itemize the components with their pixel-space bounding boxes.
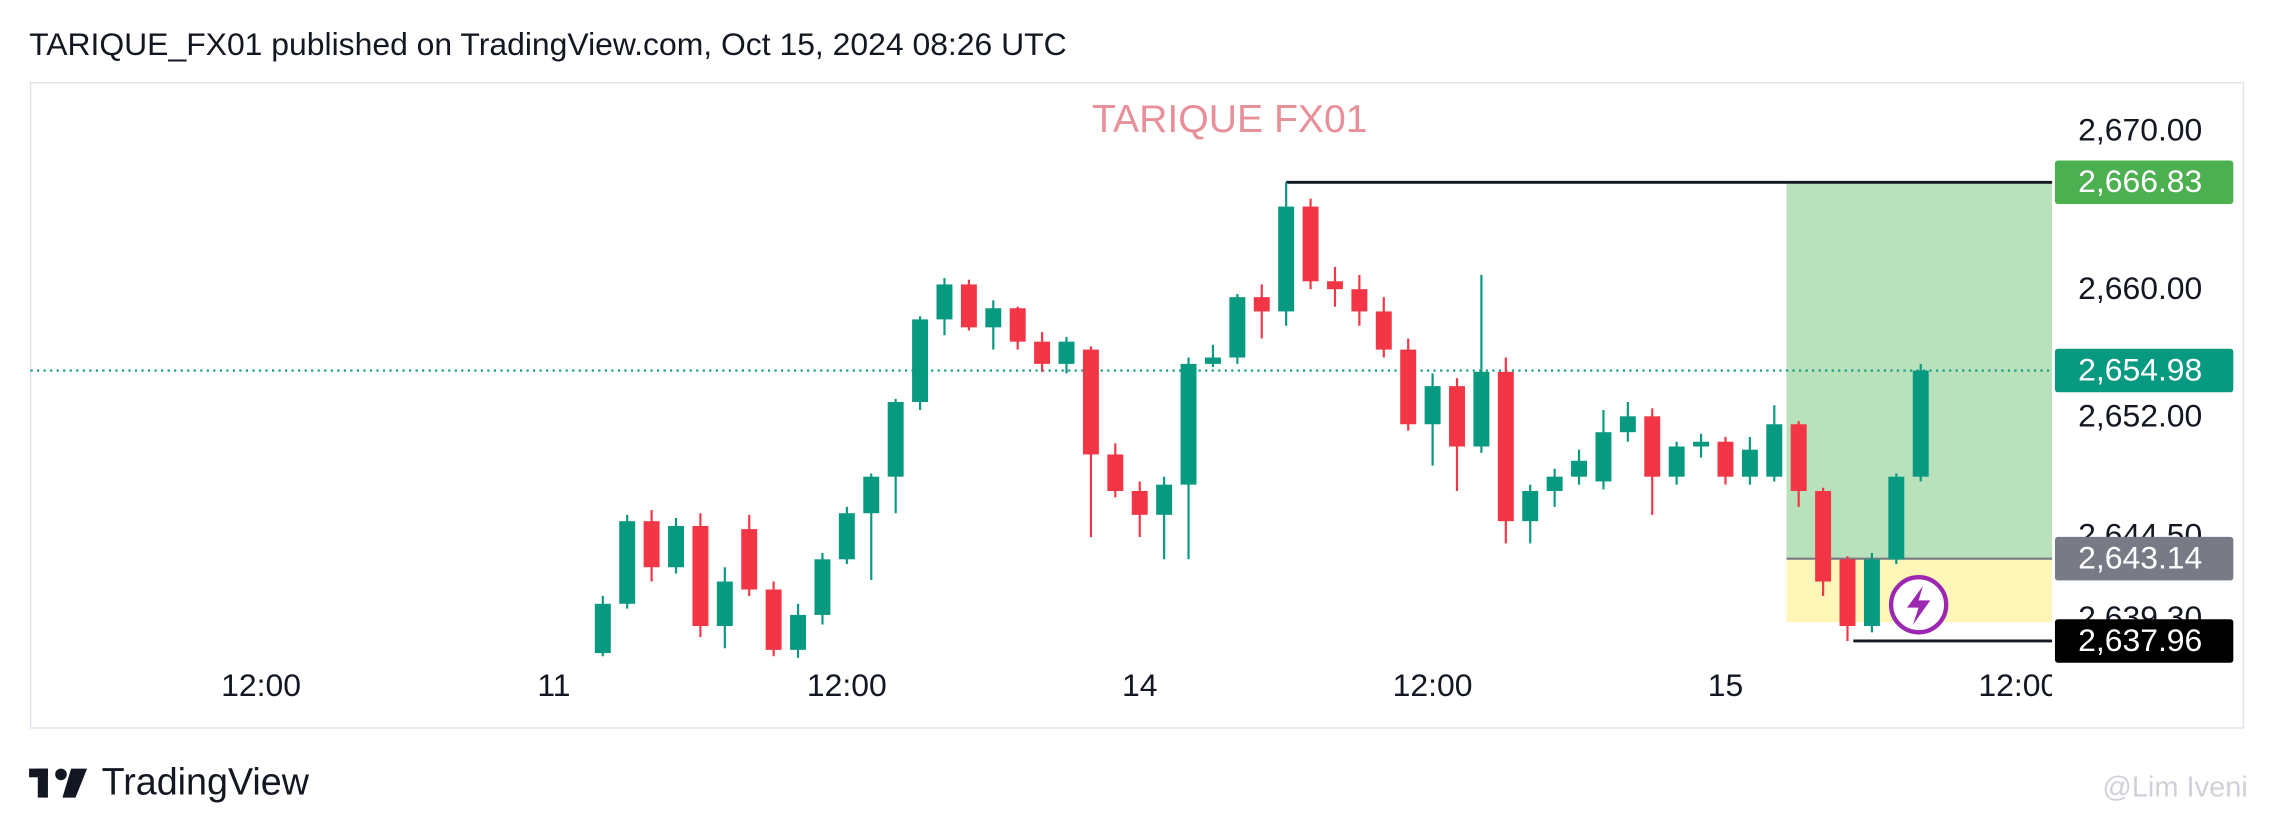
candle-body: [1058, 341, 1075, 364]
candle-body: [838, 513, 855, 560]
y-tick-label: 2,660.00: [2078, 270, 2202, 306]
candle-body: [1668, 446, 1685, 477]
candle-body: [1741, 449, 1758, 477]
candle-body: [1400, 349, 1417, 425]
candle-body: [716, 581, 733, 627]
price-tag-label: 2,643.14: [2078, 540, 2202, 576]
candle-body: [668, 525, 684, 568]
brand-logo: [29, 768, 88, 798]
candle-body: [1546, 476, 1563, 491]
price-tag-label: 2,637.96: [2078, 622, 2202, 658]
candle-body: [1107, 454, 1124, 491]
x-tick-label: 12:00: [1393, 667, 1473, 703]
candle-body: [1815, 490, 1832, 582]
x-axis: 12:00 11 12:00 14 12:00 15 12:00: [221, 667, 2058, 703]
chart-title: TARIQUE FX01: [1092, 98, 1368, 141]
y-tick-label: 2,670.00: [2078, 111, 2202, 147]
price-tag: [2054, 536, 2234, 581]
price-tag-label: 2,654.98: [2078, 351, 2202, 387]
candle-body: [1131, 490, 1148, 515]
candle-body: [1156, 484, 1173, 515]
watermark: @Lim Iveni: [2102, 772, 2247, 804]
candle-body: [814, 559, 831, 615]
candle-body: [1717, 441, 1734, 477]
x-tick-label: 12:00: [807, 667, 887, 703]
candle-body: [960, 284, 977, 328]
candle-body: [1302, 206, 1319, 282]
x-tick-label: 12:00: [221, 667, 301, 703]
candle-body: [741, 529, 758, 590]
candle-body: [1009, 308, 1026, 342]
candle-body: [765, 589, 782, 650]
candle-body: [1351, 289, 1368, 312]
candle-body: [1839, 559, 1856, 627]
candle-body: [1912, 370, 1929, 477]
price-tag: [2054, 619, 2234, 663]
candle-body: [1790, 424, 1807, 491]
candle-body: [790, 614, 807, 650]
candle-body: [1229, 297, 1246, 358]
candles: [594, 182, 1929, 658]
candle-body: [1326, 281, 1343, 290]
candle-body: [1253, 297, 1270, 312]
candle-body: [1863, 559, 1880, 627]
candle-body: [1619, 416, 1636, 433]
candle-body: [1034, 341, 1051, 364]
candle-body: [936, 284, 953, 320]
x-tick-label: 15: [1708, 667, 1743, 703]
axes: 2,670.002,660.002,652.002,644.502,639.30…: [2054, 111, 2234, 663]
candle-body: [912, 319, 929, 403]
header: TARIQUE_FX01 published on TradingView.co…: [29, 26, 1067, 62]
candle-body: [1278, 206, 1295, 312]
candle-body: [1595, 432, 1612, 482]
candle-body: [1204, 357, 1221, 364]
candle-body: [863, 476, 880, 514]
y-tick-label: 2,652.00: [2078, 397, 2202, 433]
price-tag: [2054, 348, 2234, 393]
chart-frame: [29, 81, 2245, 729]
candle-body: [1522, 490, 1539, 522]
x-tick-label: 12:00: [1978, 667, 2058, 703]
x-tick-label: 11: [537, 667, 570, 703]
alert-bolt: [1907, 585, 1931, 626]
candle-body: [1497, 371, 1514, 522]
brand: TradingView: [102, 760, 310, 802]
candle-body: [643, 521, 660, 568]
candle-body: [1888, 476, 1905, 560]
candle-body: [1424, 386, 1441, 425]
candle-body: [1693, 441, 1710, 447]
candle-body: [692, 525, 709, 627]
candle-body: [1082, 349, 1099, 455]
candle-body: [1473, 371, 1490, 447]
candle-body: [985, 308, 1002, 328]
candle-body: [1449, 386, 1465, 447]
candle-body: [619, 521, 636, 604]
position-tool: [30, 180, 2053, 643]
candle-body: [1766, 424, 1783, 477]
price-tag: [2054, 160, 2234, 205]
candle-body: [1180, 363, 1197, 485]
candle-body: [1571, 460, 1588, 477]
x-tick-label: 14: [1122, 667, 1157, 703]
price-tag-label: 2,666.83: [2078, 163, 2202, 199]
candle-body: [1375, 311, 1392, 350]
candle-body: [1644, 416, 1661, 477]
candle-body: [887, 402, 904, 477]
candle-body: [594, 603, 611, 654]
